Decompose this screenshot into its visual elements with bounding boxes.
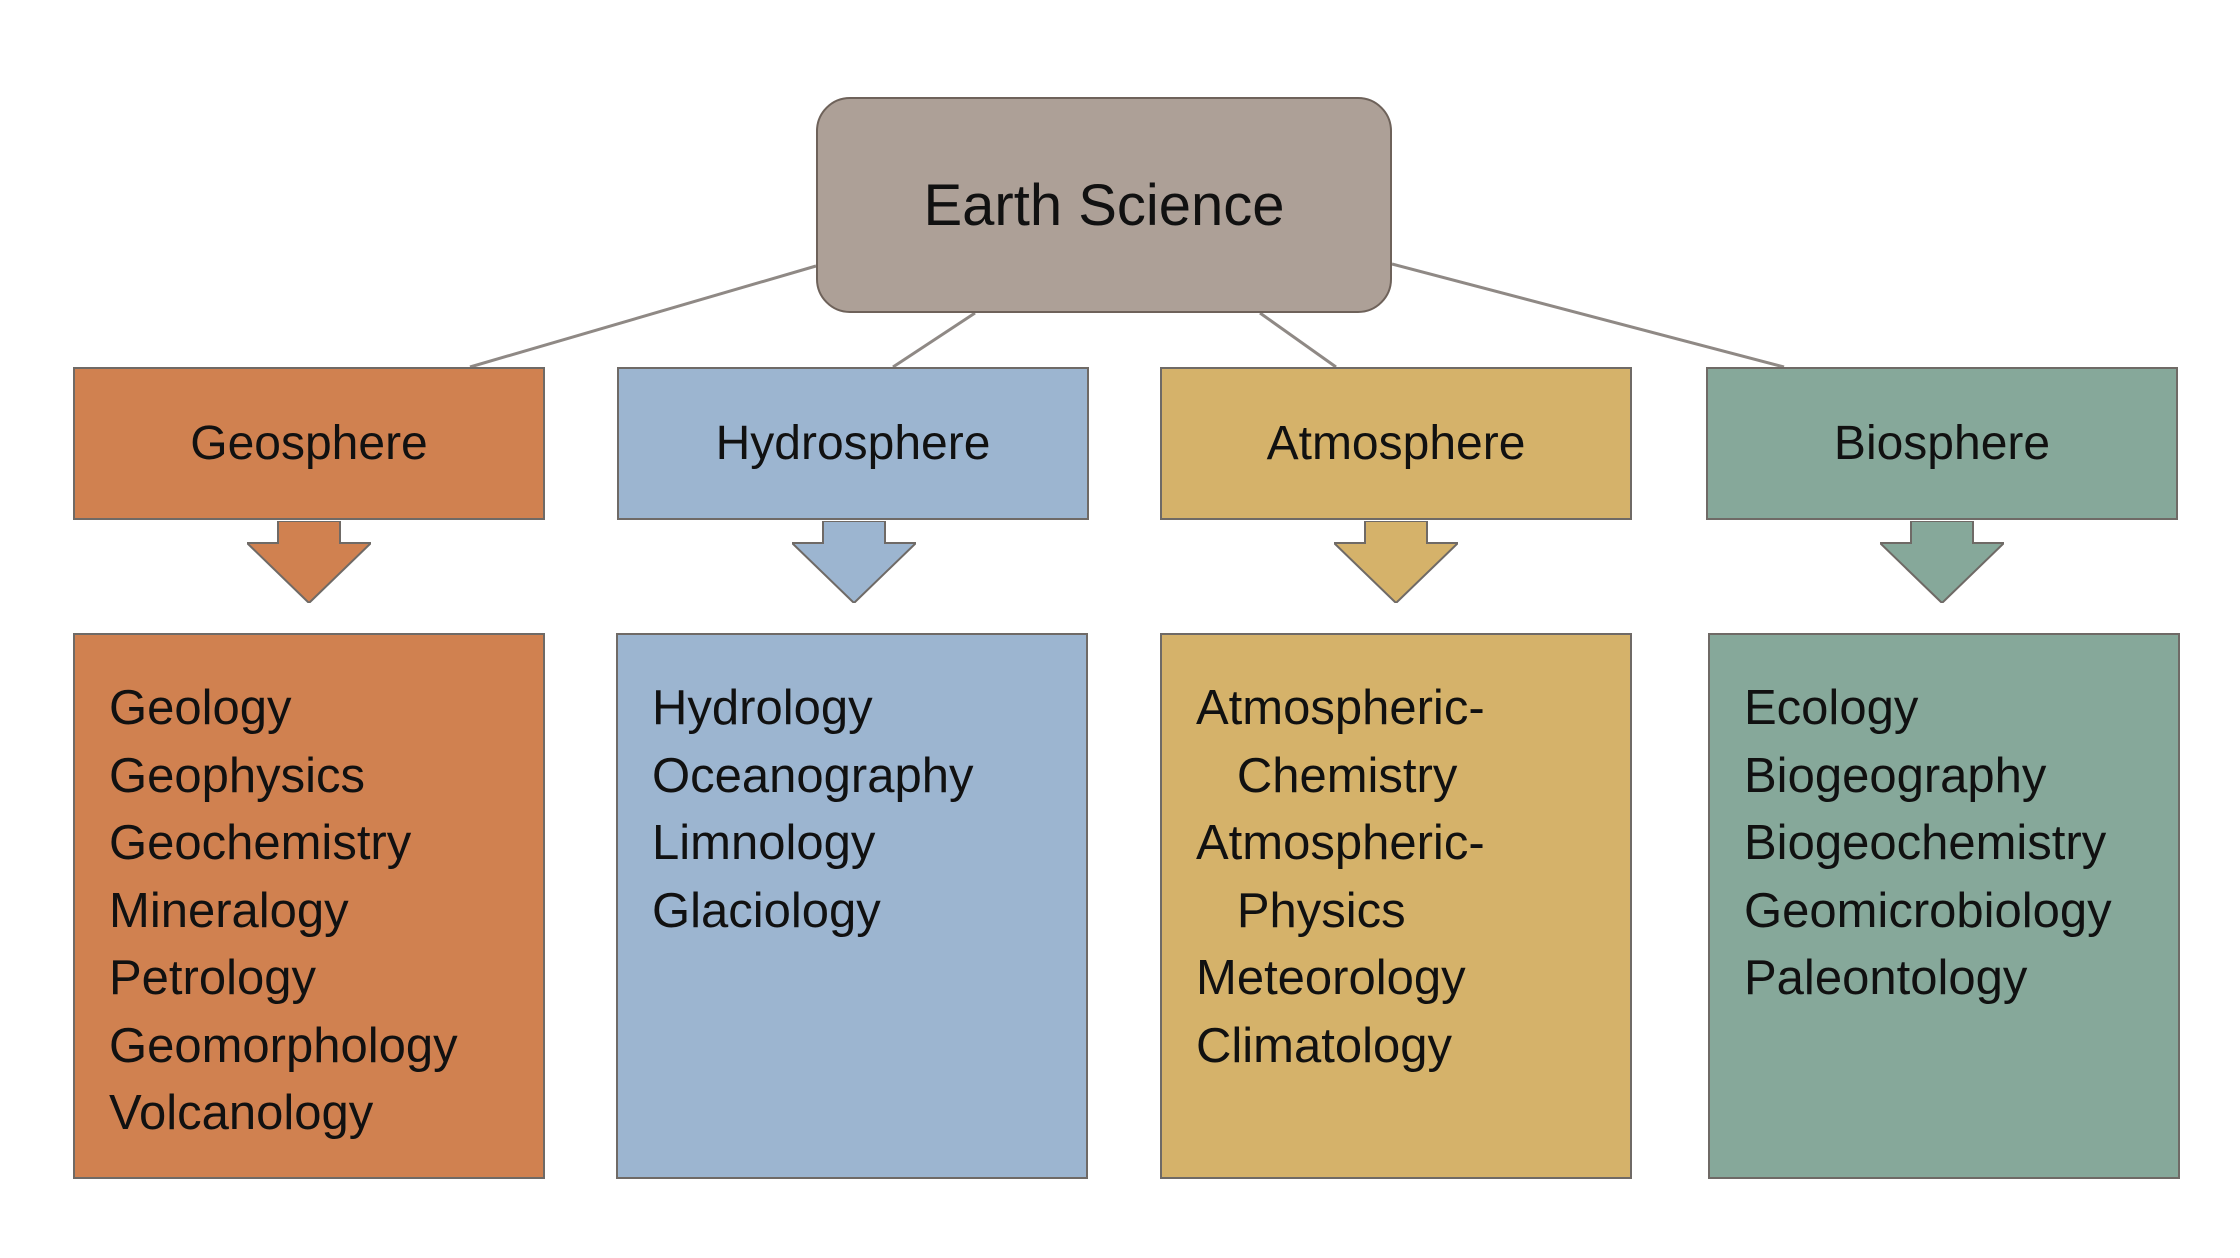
list-item: Physics: [1196, 883, 1406, 938]
list-item: Atmospheric-: [1196, 681, 1485, 735]
connector-geosphere: [469, 264, 817, 369]
list-item: Geomicrobiology: [1744, 883, 2112, 938]
list-item: Paleontology: [1744, 951, 2028, 1005]
category-label: Geosphere: [190, 417, 428, 470]
list-item: Geochemistry: [109, 816, 412, 870]
category-atmosphere: Atmosphere: [1160, 367, 1632, 520]
list-item: Oceanography: [652, 748, 974, 803]
list-item: Glaciology: [652, 883, 881, 938]
list-item: Hydrology: [652, 681, 873, 735]
subject-list-biosphere: Ecology Biogeography Biogeochemistry Geo…: [1708, 633, 2180, 1179]
subject-list-hydrosphere: Hydrology Oceanography Limnology Glaciol…: [616, 633, 1088, 1179]
category-label: Atmosphere: [1266, 417, 1526, 470]
list-item: Atmospheric-: [1196, 816, 1485, 870]
subject-list-atmosphere: Atmospheric- Chemistry Atmospheric- Phys…: [1160, 633, 1632, 1179]
connector-hydrosphere: [892, 311, 976, 369]
list-item: Mineralogy: [109, 883, 349, 938]
connector-biosphere: [1391, 262, 1785, 369]
list-item: Biogeography: [1744, 748, 2047, 803]
category-label: Biosphere: [1833, 417, 2051, 470]
list-item: Petrology: [109, 951, 317, 1005]
category-biosphere: Biosphere: [1706, 367, 2178, 520]
category-geosphere: Geosphere: [73, 367, 545, 520]
down-arrow-icon: [1334, 521, 1458, 603]
list-item: Biogeochemistry: [1744, 816, 2107, 870]
category-hydrosphere: Hydrosphere: [617, 367, 1089, 520]
connector-atmosphere: [1259, 311, 1337, 369]
subject-list-geosphere: Geology Geophysics Geochemistry Mineralo…: [73, 633, 545, 1179]
down-arrow-icon: [792, 521, 916, 603]
list-item: Chemistry: [1196, 748, 1458, 803]
list-item: Geomorphology: [109, 1018, 458, 1073]
list-item: Ecology: [1744, 681, 1919, 735]
down-arrow-icon: [247, 521, 371, 603]
list-item: Climatology: [1196, 1018, 1452, 1073]
list-item: Limnology: [652, 816, 876, 870]
category-label: Hydrosphere: [715, 417, 991, 470]
list-item: Meteorology: [1196, 951, 1466, 1005]
root-node-label: Earth Science: [923, 172, 1285, 238]
root-node-earth-science: Earth Science: [816, 97, 1392, 313]
down-arrow-icon: [1880, 521, 2004, 603]
list-item: Geophysics: [109, 748, 366, 803]
list-item: Volcanology: [109, 1086, 374, 1140]
list-item: Geology: [109, 681, 292, 735]
